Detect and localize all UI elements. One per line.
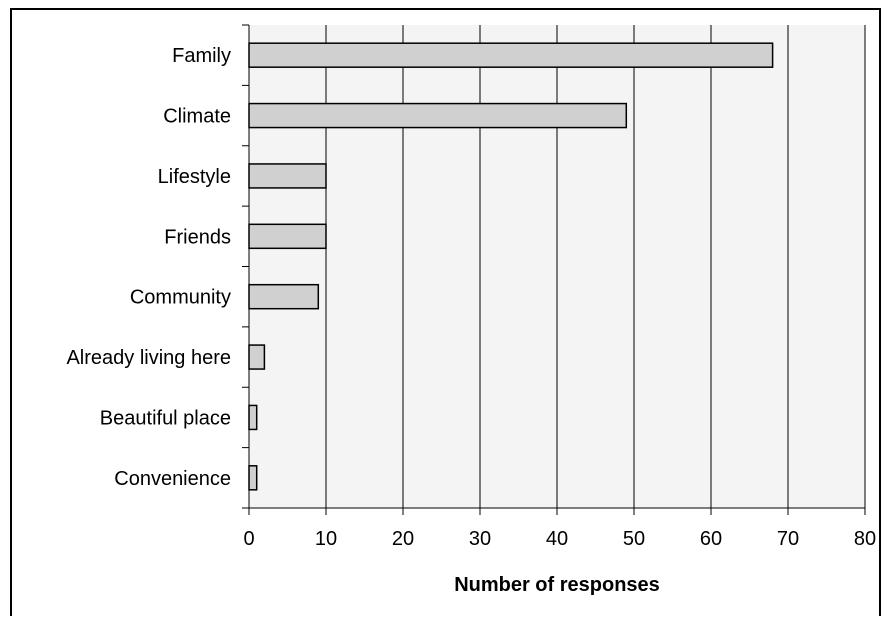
bar (248, 223, 327, 250)
category-label: Climate (163, 106, 231, 128)
category-label: Family (172, 45, 231, 67)
bar (248, 102, 628, 129)
x-tick-label: 20 (392, 528, 414, 550)
x-tick-label: 60 (700, 528, 722, 550)
category-label: Community (130, 287, 231, 309)
bar (248, 465, 258, 491)
x-tick-labels: 0 10 20 30 40 50 60 70 80 (243, 528, 876, 550)
bar (248, 404, 258, 431)
category-label: Friends (164, 226, 231, 248)
chart-frame (10, 8, 881, 616)
x-tick-label: 70 (777, 528, 799, 550)
category-label: Already living here (66, 347, 231, 369)
bar (248, 42, 774, 68)
x-tick-label: 30 (469, 528, 491, 550)
x-tick-label: 80 (854, 528, 876, 550)
category-label: Lifestyle (158, 166, 231, 188)
bars (248, 42, 774, 491)
x-tick-label: 40 (546, 528, 568, 550)
category-labels: Family Climate Lifestyle Friends Community Al… (66, 45, 231, 490)
bar (248, 283, 320, 310)
x-axis-title: Number of responses (454, 574, 660, 596)
category-label: Beautiful place (100, 407, 231, 429)
x-tick-label: 50 (623, 528, 645, 550)
x-tick-label: 0 (243, 528, 254, 550)
bar (248, 163, 327, 189)
category-label: Convenience (114, 468, 231, 490)
axes (242, 24, 866, 515)
x-tick-label: 10 (315, 528, 337, 550)
bar (248, 344, 266, 370)
